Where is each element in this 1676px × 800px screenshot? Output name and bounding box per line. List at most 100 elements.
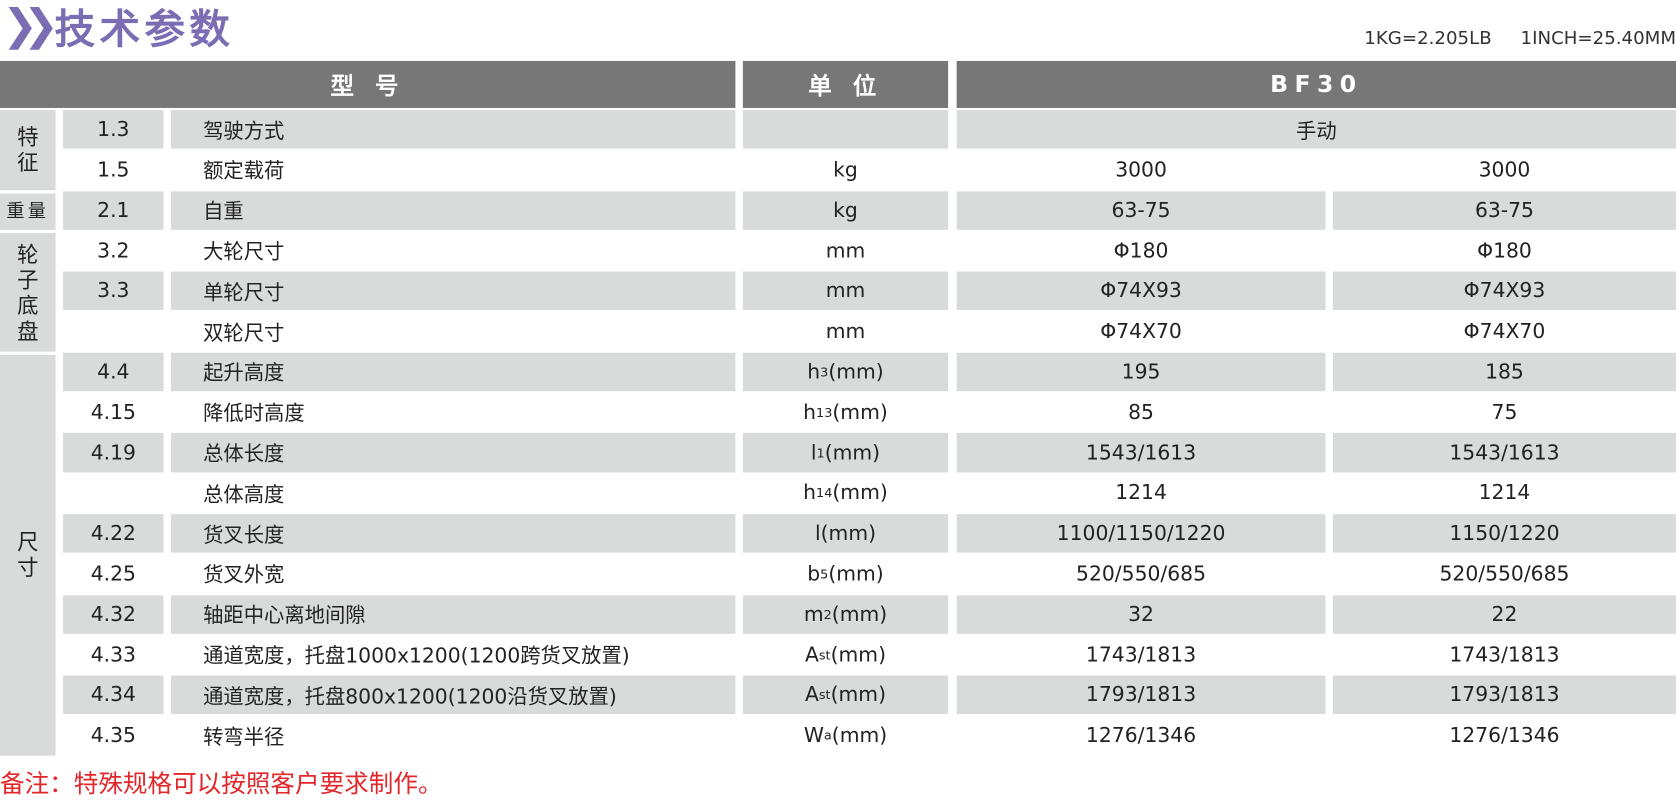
row-unit: h 13 (mm) bbox=[743, 393, 948, 432]
row-value-2: Φ74X70 bbox=[1463, 319, 1546, 344]
row-value-merged: 手动 bbox=[956, 110, 1676, 149]
unit-suffix: (mm) bbox=[832, 481, 888, 505]
title-text: 技术参数 bbox=[54, 5, 235, 53]
category-label: 轮子底盘 bbox=[17, 241, 39, 344]
row-name: 自重 bbox=[171, 190, 736, 230]
row-unit: l (mm) bbox=[742, 514, 949, 553]
unit-base: b bbox=[807, 562, 821, 586]
unit-subscript: st bbox=[818, 687, 831, 703]
row-name: 单轮尺寸 bbox=[171, 271, 736, 311]
unit-base: mm bbox=[825, 319, 866, 344]
row-value-2: 520/550/685 bbox=[1439, 562, 1570, 586]
unit-subscript: 2 bbox=[823, 606, 832, 622]
unit-base: kg bbox=[833, 158, 858, 182]
row-value-1: 3000 bbox=[1115, 158, 1167, 182]
row-name: 驾驶方式 bbox=[171, 110, 736, 149]
unit-base: h bbox=[803, 400, 817, 425]
unit-suffix: (mm) bbox=[824, 440, 881, 465]
row-number: 4.4 bbox=[63, 352, 164, 392]
unit-subscript: 5 bbox=[820, 566, 829, 582]
row-number: 3.3 bbox=[63, 271, 164, 311]
row-value-1: 1276/1346 bbox=[1085, 723, 1197, 748]
row-number: 4.15 bbox=[90, 400, 136, 425]
row-value-2: 185 bbox=[1332, 352, 1676, 392]
row-value-1: Φ180 bbox=[1113, 238, 1169, 263]
section-title: ❯❯ 技术参数 bbox=[2, 0, 234, 55]
row-number: 3.2 bbox=[97, 238, 130, 263]
unit-base: A bbox=[804, 642, 819, 667]
row-name: 通道宽度，托盘1000x1200(1200跨货叉放置) bbox=[203, 644, 630, 669]
row-name: 货叉长度 bbox=[171, 514, 736, 553]
row-value-2: 1743/1813 bbox=[1449, 642, 1560, 667]
row-number: 4.34 bbox=[63, 675, 164, 715]
unit-subscript: st bbox=[818, 647, 831, 663]
row-name: 起升高度 bbox=[171, 352, 736, 392]
row-unit: h 14 (mm) bbox=[743, 474, 948, 513]
unit-base: kg bbox=[833, 198, 858, 223]
unit-base: l bbox=[810, 440, 817, 465]
row-name: 通道宽度，托盘800x1200(1200沿货叉放置) bbox=[171, 675, 736, 715]
row-number: 1.5 bbox=[97, 158, 130, 182]
double-chevron-right-icon: ❯❯ bbox=[2, 0, 59, 50]
row-value-1: Φ74X93 bbox=[956, 271, 1326, 311]
unit-base: mm bbox=[825, 238, 866, 263]
unit-base: m bbox=[803, 602, 824, 627]
row-name: 降低时高度 bbox=[203, 402, 305, 426]
unit-suffix: (mm) bbox=[831, 723, 888, 748]
row-value-2: 1276/1346 bbox=[1449, 723, 1560, 748]
row-unit: b 5 (mm) bbox=[743, 555, 948, 594]
unit-suffix: (mm) bbox=[830, 683, 887, 707]
row-value-1: 63-75 bbox=[956, 190, 1326, 230]
category-label: 特征 bbox=[17, 124, 39, 176]
unit-suffix: (mm) bbox=[828, 562, 884, 586]
row-number: 4.32 bbox=[63, 594, 164, 634]
row-value-2: Φ74X93 bbox=[1332, 271, 1676, 311]
unit-suffix: (mm) bbox=[831, 602, 888, 627]
unit-suffix: (mm) bbox=[830, 642, 887, 667]
row-value-1: 520/550/685 bbox=[1076, 562, 1207, 586]
category-cell: 轮子底盘 bbox=[0, 233, 56, 352]
category-label: 重量 bbox=[6, 200, 50, 223]
row-name: 大轮尺寸 bbox=[203, 240, 285, 265]
row-number: 4.35 bbox=[90, 723, 136, 748]
row-unit: kg bbox=[743, 150, 948, 189]
unit-suffix: (mm) bbox=[832, 400, 888, 425]
row-value-1: 1743/1813 bbox=[1085, 642, 1197, 667]
header-product: BF30 bbox=[956, 60, 1676, 108]
row-value-1: 1100/1150/1220 bbox=[956, 514, 1326, 553]
row-unit: mm bbox=[743, 231, 948, 270]
unit-suffix: (mm) bbox=[828, 360, 884, 384]
unit-suffix: (mm) bbox=[820, 521, 877, 546]
row-unit: m 2 (mm) bbox=[742, 594, 949, 634]
category-label: 尺寸 bbox=[17, 529, 39, 581]
unit-base: h bbox=[803, 481, 817, 505]
row-number: 4.33 bbox=[90, 642, 136, 667]
row-value-1: 1793/1813 bbox=[956, 675, 1326, 715]
unit-base: W bbox=[803, 723, 824, 748]
row-name: 货叉外宽 bbox=[203, 563, 285, 588]
unit-base: mm bbox=[825, 279, 866, 303]
row-value-2: 75 bbox=[1491, 400, 1518, 425]
row-number bbox=[63, 312, 163, 351]
row-value-1: 1214 bbox=[1115, 481, 1167, 505]
row-value-2: 1150/1220 bbox=[1332, 514, 1676, 553]
row-name: 额定载荷 bbox=[203, 159, 285, 184]
header-unit: 单 位 bbox=[742, 60, 949, 108]
row-value-1: 195 bbox=[956, 352, 1326, 392]
row-value-2: Φ180 bbox=[1477, 238, 1532, 263]
row-name: 总体长度 bbox=[171, 433, 736, 473]
row-unit: mm bbox=[743, 312, 948, 351]
row-unit bbox=[742, 110, 949, 149]
row-number: 1.3 bbox=[63, 110, 164, 149]
unit-subscript: 1 bbox=[816, 445, 825, 461]
footnote: 备注：特殊规格可以按照客户要求制作。 bbox=[0, 770, 443, 799]
unit-conversion: 1KG=2.205LB 1INCH=25.40MM bbox=[1364, 27, 1676, 50]
row-number: 2.1 bbox=[63, 190, 164, 230]
row-value-2: 1793/1813 bbox=[1332, 675, 1676, 715]
unit-base: A bbox=[804, 683, 819, 707]
category-cell: 尺寸 bbox=[0, 354, 56, 756]
unit-subscript: 13 bbox=[816, 404, 833, 420]
